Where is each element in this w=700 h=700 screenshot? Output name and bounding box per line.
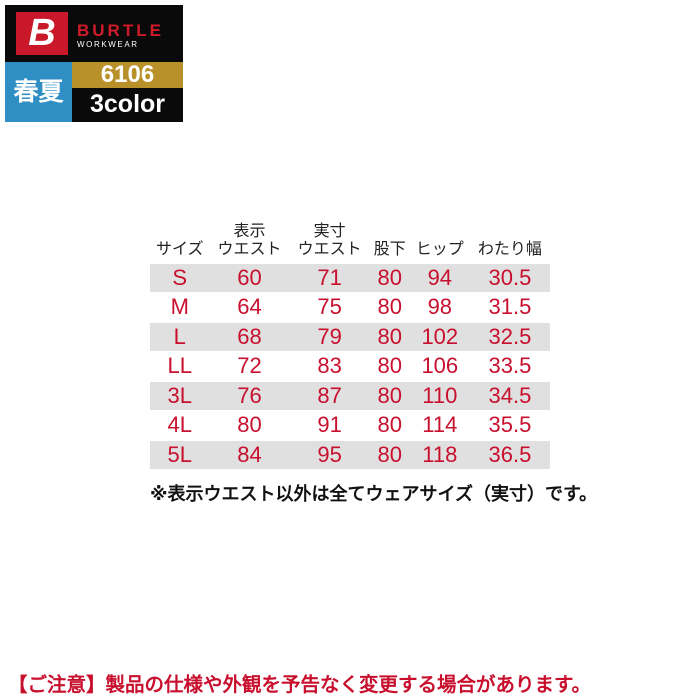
table-row: M 64 75 80 98 31.5: [150, 293, 550, 323]
table-cell: 80: [369, 440, 410, 470]
table-cell: 80: [237, 412, 262, 438]
table-cell: 94: [409, 263, 470, 293]
table-cell: 80: [369, 263, 410, 293]
column-header: ヒップ: [410, 222, 470, 263]
table-row: LL 72 83 80 106 33.5: [150, 352, 550, 382]
table-row: 3L 76 87 80 110 34.5: [150, 381, 550, 411]
table-cell: 76: [209, 381, 290, 411]
brand-subtitle: WORKWEAR: [77, 40, 139, 49]
burtle-logo-mark: B: [16, 12, 68, 55]
table-cell: 3L: [150, 381, 210, 411]
column-header-line: ヒップ: [415, 239, 464, 258]
table-cell: 36.5: [469, 440, 550, 470]
table-cell: 118: [409, 440, 470, 470]
table-cell: 31.5: [488, 294, 532, 320]
table-cell: 98: [427, 294, 453, 320]
column-header: 表示 ウエスト: [209, 222, 289, 263]
column-header-line: [370, 222, 410, 240]
table-cell: 80: [377, 353, 402, 379]
brand-name: BURTLE: [77, 21, 164, 40]
table-header-row: サイズ 表示 ウエスト 実寸 ウエスト 股下 ヒップ わたり幅: [150, 222, 550, 263]
table-cell: 71: [289, 263, 370, 293]
table-cell: 80: [377, 412, 402, 438]
table-cell: L: [150, 322, 210, 352]
table-cell: 110: [409, 381, 470, 411]
table-cell: 91: [317, 412, 342, 438]
table-cell: 34.5: [469, 381, 550, 411]
table-cell: 84: [209, 440, 290, 470]
table-cell: 102: [409, 322, 470, 352]
column-header-line: ウエスト: [297, 239, 362, 258]
column-header: わたり幅: [470, 222, 550, 263]
color-count: 3color: [89, 90, 166, 118]
table-cell: 114: [422, 412, 458, 438]
table-cell: 4L: [167, 412, 192, 438]
table-cell: 79: [289, 322, 370, 352]
table-cell: 87: [289, 381, 370, 411]
column-header: 股下: [370, 222, 410, 263]
table-cell: 32.5: [469, 322, 550, 352]
caution-notice: 【ご注意】製品の仕様や外観を予告なく変更する場合があります。: [8, 673, 592, 696]
model-number: 6106: [72, 62, 183, 88]
column-header-line: サイズ: [155, 239, 204, 258]
column-header-line: [470, 222, 550, 240]
column-header: サイズ: [150, 222, 209, 263]
table-cell: S: [150, 263, 210, 293]
size-note: ※表示ウエスト以外は全てウェアサイズ（実寸）です。: [150, 484, 598, 505]
column-header-line: 股下: [373, 239, 406, 258]
table-cell: 106: [421, 353, 459, 379]
table-cell: 60: [209, 263, 290, 293]
table-row: 4L 80 91 80 114 35.5: [150, 411, 550, 441]
column-header-line: [410, 222, 470, 240]
table-row: S 60 71 80 94 30.5: [150, 263, 550, 293]
table-cell: 75: [317, 294, 342, 320]
table-cell: 64: [237, 294, 262, 320]
table-cell: 83: [317, 353, 342, 379]
brand-logo-badge: B BURTLE WORKWEAR 春夏 6106 3color: [5, 5, 183, 122]
table-cell: LL: [167, 353, 192, 379]
table-cell: 80: [369, 381, 410, 411]
table-cell: 80: [377, 294, 402, 320]
table-cell: 68: [209, 322, 290, 352]
column-header-line: 表示: [233, 221, 266, 240]
column-header-line: [150, 222, 209, 240]
column-header-line: わたり幅: [477, 239, 542, 258]
column-header-line: ウエスト: [217, 239, 282, 258]
table-cell: 95: [289, 440, 370, 470]
size-table: サイズ 表示 ウエスト 実寸 ウエスト 股下 ヒップ わたり幅 S 60 71 80 94 30.…: [150, 222, 550, 470]
table-cell: 72: [237, 353, 262, 379]
column-header-line: 実寸: [313, 221, 346, 240]
table-cell: 80: [369, 322, 410, 352]
table-cell: 35.5: [488, 412, 532, 438]
season-label: 春夏: [5, 62, 72, 122]
table-cell: 5L: [150, 440, 210, 470]
table-cell: 30.5: [469, 263, 550, 293]
table-row: L 68 79 80 102 32.5: [150, 322, 550, 352]
column-header: 実寸 ウエスト: [290, 222, 370, 263]
table-cell: M: [170, 294, 189, 320]
table-row: 5L 84 95 80 118 36.5: [150, 440, 550, 470]
table-cell: 33.5: [488, 353, 532, 379]
